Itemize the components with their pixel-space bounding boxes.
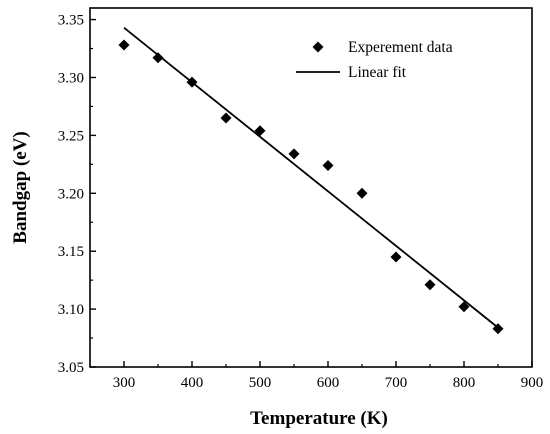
legend: Experement data Linear fit	[296, 39, 453, 81]
data-point	[390, 251, 402, 263]
y-tick-label: 3.35	[58, 13, 84, 29]
plot-frame	[89, 7, 533, 368]
x-tick-label: 800	[453, 375, 476, 391]
data-point	[322, 159, 334, 171]
x-tick-label: 500	[249, 375, 272, 391]
legend-entry-label: Experement data	[348, 39, 453, 56]
x-tick-label: 300	[113, 375, 136, 391]
data-point	[220, 112, 232, 124]
y-axis-title: Bandgap (eV)	[10, 131, 31, 243]
y-tick-label: 3.10	[58, 302, 84, 318]
x-tick-label: 900	[521, 375, 544, 391]
x-tick-label: 600	[317, 375, 340, 391]
y-tick-label: 3.20	[58, 186, 84, 202]
x-axis-title: Temperature (K)	[250, 408, 388, 429]
linear-fit-line	[123, 26, 499, 329]
x-tick-label: 700	[385, 375, 408, 391]
data-point	[118, 39, 130, 51]
legend-entry-label: Linear fit	[348, 64, 407, 81]
data-point	[356, 187, 368, 199]
x-tick-label: 400	[181, 375, 204, 391]
data-point	[288, 148, 300, 160]
plot-area: 300 400 500 600 700 800 900 3.05 3.10 3.15 3.20 3.2…	[10, 7, 544, 429]
y-tick-label: 3.30	[58, 70, 84, 86]
data-point	[152, 52, 164, 64]
data-point	[458, 301, 470, 313]
legend-diamond-swatch	[312, 41, 324, 53]
y-tick-label: 3.15	[58, 244, 84, 260]
y-tick-label: 3.05	[58, 360, 84, 376]
data-point	[424, 279, 436, 291]
y-tick-label: 3.25	[58, 128, 84, 144]
